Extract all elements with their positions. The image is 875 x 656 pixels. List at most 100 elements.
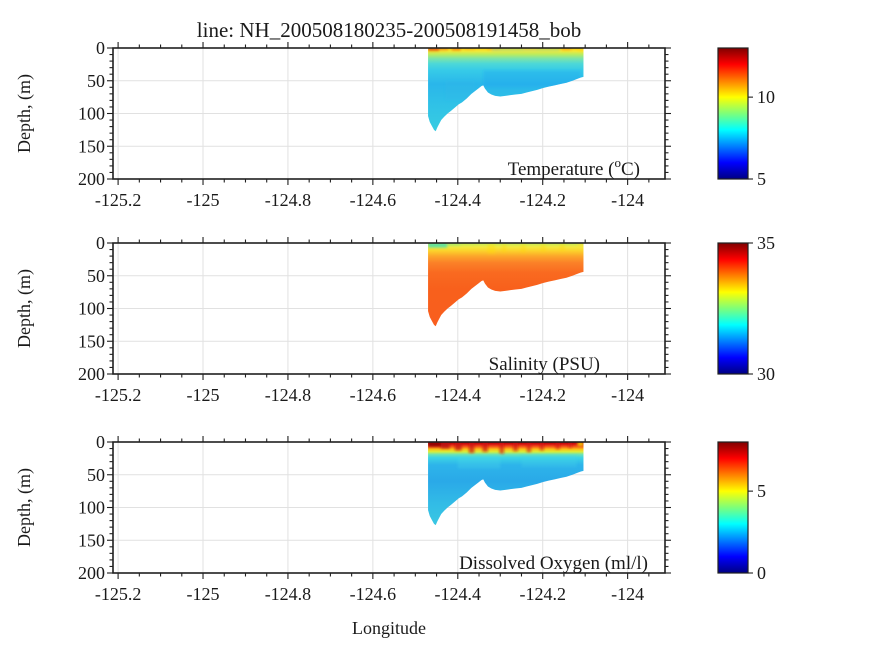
y-axis-tick-label: 0 (96, 233, 105, 253)
field-patch (445, 80, 475, 101)
x-axis-tick-label: -124.6 (350, 385, 397, 405)
panel-label-temperature: Temperature (oC) (508, 155, 640, 180)
panel-label-text: Salinity (PSU) (489, 354, 600, 375)
y-axis-tick-label: 100 (78, 498, 105, 518)
field-patch (487, 243, 496, 254)
x-axis-tick-label: -124.2 (519, 584, 566, 604)
field-patch (577, 48, 584, 51)
y-axis-tick-label: 150 (78, 136, 105, 156)
y-axis-tick-label: 100 (78, 299, 105, 319)
panel-label-text: C) (621, 159, 640, 180)
panel-salinity: -125.2 -125 -124.8 -124.6 -124.4 -124.2 -124 0 5… (14, 233, 775, 405)
panel-label-salinity: Salinity (PSU) (489, 354, 600, 375)
colorbar-dissolved-oxygen: 05 (717, 441, 766, 583)
colorbar-tick-label: 10 (757, 87, 775, 107)
colorbar-tick-label: 5 (757, 169, 766, 189)
x-axis-tick-label: -125 (187, 385, 220, 405)
field-patch (428, 442, 441, 447)
y-axis-label: Depth, (m) (14, 269, 35, 348)
y-axis-tick-label: 50 (87, 71, 105, 91)
field-patch (457, 456, 501, 469)
x-axis-label: Longitude (352, 618, 426, 638)
field-patch (577, 442, 584, 446)
field-patch (520, 243, 526, 253)
field-patches (428, 243, 584, 254)
field-patch (540, 243, 546, 252)
field-patch (483, 70, 581, 88)
x-axis-tick-label: -125 (187, 584, 220, 604)
field-patches (428, 442, 584, 469)
field-patch (539, 442, 544, 451)
field-patch (491, 48, 560, 52)
y-axis-tick-label: 150 (78, 530, 105, 550)
field-patch (499, 442, 505, 454)
field-patch (440, 442, 450, 449)
panel-label-superscript: o (615, 155, 622, 170)
x-axis-tick-label: -125.2 (95, 190, 142, 210)
colorbar-tick-label: 5 (757, 481, 766, 501)
y-axis-tick-label: 150 (78, 331, 105, 351)
field-patch (561, 48, 572, 50)
field-patches (428, 48, 584, 101)
field-patch (451, 48, 461, 51)
y-axis-label: Depth, (m) (14, 468, 35, 547)
x-axis-tick-label: -124.8 (265, 584, 312, 604)
axis-ticks (107, 436, 671, 579)
field-patch (521, 455, 577, 467)
x-axis-tick-label: -124.6 (350, 584, 397, 604)
field-patch (428, 48, 440, 51)
figure-title: line: NH_200508180235-200508191458_bob (197, 18, 581, 42)
colorbar-salinity: 30 35 (717, 233, 775, 384)
x-axis-tick-label: -125 (187, 190, 220, 210)
colorbar-gradient (717, 441, 749, 574)
x-axis-tick-label: -124.6 (350, 190, 397, 210)
colorbar-tick-label: 35 (757, 233, 775, 253)
field-patch (482, 442, 488, 452)
y-axis-tick-label: 0 (96, 432, 105, 452)
y-axis-tick-label: 0 (96, 38, 105, 58)
axis-ticks (107, 237, 671, 380)
x-axis-tick-label: -124.8 (265, 190, 312, 210)
x-axis-tick-label: -124.4 (435, 385, 482, 405)
colorbar-tick-label: 0 (757, 563, 766, 583)
field-patch (512, 442, 519, 452)
y-axis-label: Depth, (m) (14, 74, 35, 153)
colorbar-gradient (717, 242, 749, 375)
field-patch (439, 48, 449, 50)
field-patch (526, 442, 532, 453)
colorbar-tick-label: 30 (757, 364, 775, 384)
field-patch (447, 243, 461, 246)
field-patch (568, 442, 573, 448)
field-patch (460, 243, 475, 245)
y-axis-tick-label: 200 (78, 563, 105, 583)
x-axis-tick-label: -124 (611, 385, 644, 405)
gridlines (113, 442, 665, 573)
field-patch (464, 48, 475, 50)
panel-dissolved-oxygen: -125.2 -125 -124.8 -124.6 -124.4 -124.2 -12405… (14, 432, 766, 604)
colorbar-gradient (717, 47, 749, 180)
x-axis-tick-label: -125.2 (95, 584, 142, 604)
colorbar-temperature: 5 10 (717, 47, 775, 189)
y-axis-tick-label: 50 (87, 465, 105, 485)
field-patch (468, 442, 475, 454)
axis-ticks (107, 42, 671, 185)
x-axis-tick-label: -124.4 (435, 190, 482, 210)
x-axis-tick-label: -125.2 (95, 385, 142, 405)
y-axis-tick-label: 200 (78, 169, 105, 189)
gridlines (113, 243, 665, 374)
y-axis-tick-label: 200 (78, 364, 105, 384)
y-axis-tick-label: 100 (78, 104, 105, 124)
field-patch (577, 243, 584, 247)
x-axis-tick-label: -124.8 (265, 385, 312, 405)
x-axis-tick-label: -124.2 (519, 190, 566, 210)
field-patch (428, 243, 448, 248)
field-patch (454, 442, 462, 451)
x-axis-tick-label: -124 (611, 584, 644, 604)
x-axis-tick-label: -124 (611, 190, 644, 210)
x-axis-tick-label: -124.4 (435, 584, 482, 604)
x-axis-tick-label: -124.2 (519, 385, 566, 405)
field-patch (559, 243, 565, 251)
field-patch (501, 243, 507, 253)
